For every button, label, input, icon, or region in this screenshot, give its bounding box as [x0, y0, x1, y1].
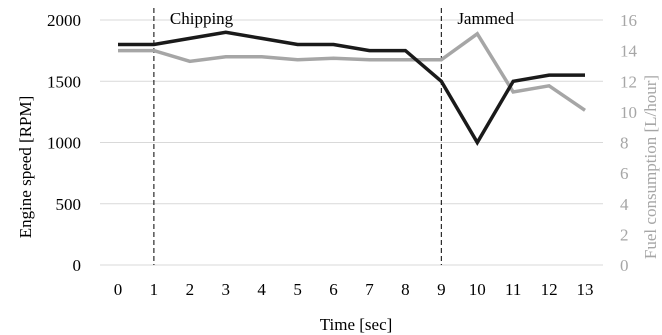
y-right-tick-label: 10	[620, 103, 637, 122]
y-left-tick-label: 500	[56, 195, 82, 214]
series-lines	[118, 30, 586, 146]
x-axis-label: Time [sec]	[320, 315, 393, 334]
event-marker-label: Chipping	[170, 9, 234, 28]
y-right-tick-label: 8	[620, 134, 629, 153]
y-right-tick-label: 0	[620, 256, 629, 275]
y-right-tick-label: 4	[620, 195, 629, 214]
x-tick-label: 11	[505, 280, 521, 299]
x-tick-label: 6	[329, 280, 338, 299]
x-tick-label: 13	[577, 280, 594, 299]
y-right-tick-label: 14	[620, 42, 638, 61]
y-left-tick-label: 2000	[47, 11, 81, 30]
x-tick-label: 0	[114, 280, 123, 299]
event-marker-label: Jammed	[457, 9, 514, 28]
x-tick-label: 9	[437, 280, 446, 299]
x-tick-label: 8	[401, 280, 410, 299]
x-tick-label: 3	[222, 280, 231, 299]
y-left-tick-label: 1500	[47, 72, 81, 91]
y-right-tick-label: 12	[620, 72, 637, 91]
y-axis-left-label: Engine speed [RPM]	[16, 96, 35, 239]
y-left-tick-label: 0	[73, 256, 82, 275]
x-tick-label: 7	[365, 280, 374, 299]
y-right-tick-label: 16	[620, 11, 637, 30]
x-tick-label: 2	[186, 280, 195, 299]
fuel-consumption-line	[118, 31, 586, 112]
y-left-tick-label: 1000	[47, 134, 81, 153]
y-right-tick-label: 6	[620, 164, 629, 183]
x-tick-label: 12	[541, 280, 558, 299]
y-axis-right-label: Fuel consumption [L/hour]	[641, 75, 660, 259]
x-tick-label: 5	[293, 280, 302, 299]
engine-speed-line	[118, 30, 585, 146]
y-right-tick-label: 2	[620, 225, 629, 244]
x-tick-label: 4	[257, 280, 266, 299]
x-tick-label: 1	[150, 280, 159, 299]
x-tick-label: 10	[469, 280, 486, 299]
